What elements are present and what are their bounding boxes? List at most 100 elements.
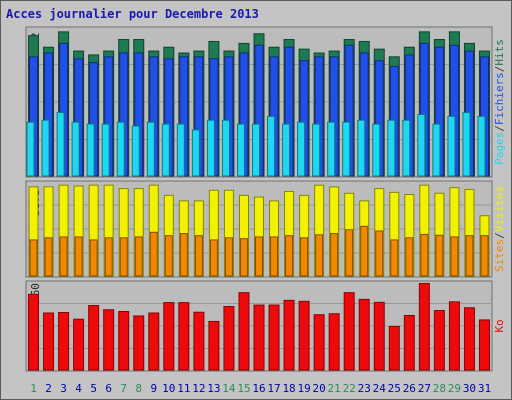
bar-sites-day-29	[450, 236, 459, 277]
bar-sites-day-14	[224, 237, 233, 277]
bar-ko-day-18	[283, 299, 295, 371]
x-tick-label: 27	[418, 382, 431, 395]
bar-sites-day-12	[194, 235, 203, 277]
bar-ko-day-5	[88, 305, 100, 371]
bar-sites-day-2	[44, 237, 53, 277]
bar-ko-day-25	[388, 325, 400, 371]
x-tick-label: 17	[267, 382, 280, 395]
panel-3: 310760Ko	[25, 280, 506, 372]
x-tick-label: 12	[192, 382, 205, 395]
bar-sites-day-10	[164, 235, 173, 277]
bar-pages-day-28	[432, 123, 441, 177]
bar-ko-day-24	[373, 301, 385, 371]
x-tick-label: 22	[343, 382, 356, 395]
chart-title: Acces journalier pour Decembre 2013	[6, 7, 259, 21]
bar-pages-day-7	[116, 121, 125, 177]
bar-sites-day-11	[179, 233, 188, 277]
bar-pages-day-6	[101, 123, 110, 177]
bar-sites-day-1	[29, 239, 38, 277]
bar-pages-day-20	[312, 123, 321, 177]
x-tick-label: 7	[120, 382, 127, 395]
x-tick-label: 3	[60, 382, 67, 395]
x-tick-label: 21	[328, 382, 341, 395]
bar-sites-day-25	[390, 239, 399, 277]
bar-sites-day-17	[270, 236, 279, 277]
x-tick-label: 11	[177, 382, 190, 395]
bar-ko-day-22	[343, 292, 355, 371]
legend-part: /	[493, 125, 506, 132]
bar-pages-day-19	[297, 121, 306, 177]
bar-ko-day-8	[133, 315, 145, 371]
bar-ko-day-1	[28, 293, 40, 371]
bar-ko-day-28	[433, 310, 445, 371]
bar-ko-day-27	[418, 282, 430, 371]
bar-sites-day-26	[405, 237, 414, 277]
series-legend-label: Pages/Fichiers/Hits	[493, 39, 506, 165]
bar-pages-day-14	[221, 119, 230, 177]
bar-sites-day-8	[134, 236, 143, 277]
x-tick-label: 6	[105, 382, 112, 395]
bar-pages-day-9	[146, 121, 155, 177]
bar-sites-day-18	[285, 235, 294, 277]
bar-ko-day-12	[193, 311, 205, 371]
bar-pages-day-3	[56, 112, 65, 177]
bar-sites-day-22	[345, 229, 354, 277]
bar-ko-day-3	[58, 311, 70, 371]
bar-ko-day-13	[208, 320, 220, 371]
bar-ko-day-7	[118, 310, 130, 371]
x-tick-label: 13	[207, 382, 220, 395]
bar-pages-day-16	[252, 123, 260, 177]
bar-sites-day-5	[89, 239, 98, 277]
bar-sites-day-30	[465, 235, 474, 277]
bar-sites-day-9	[149, 231, 158, 277]
x-tick-label: 29	[448, 382, 461, 395]
x-tick-label: 26	[403, 382, 416, 395]
bar-pages-day-21	[327, 121, 336, 177]
bar-pages-day-11	[176, 123, 185, 177]
bar-pages-day-24	[372, 123, 381, 177]
bar-sites-day-7	[119, 237, 128, 277]
bar-sites-day-19	[300, 237, 309, 277]
x-tick-label: 25	[388, 382, 401, 395]
x-tick-label: 18	[282, 382, 295, 395]
panel-1: 32002Pages/Fichiers/Hits	[25, 26, 506, 178]
bar-ko-day-17	[268, 304, 280, 371]
bar-pages-day-12	[191, 129, 200, 177]
bar-ko-day-10	[163, 302, 175, 371]
bar-sites-day-6	[104, 237, 113, 277]
bar-sites-day-27	[420, 233, 429, 277]
x-tick-label: 15	[237, 382, 250, 395]
bar-pages-day-2	[41, 119, 50, 177]
bar-sites-day-15	[239, 238, 248, 277]
legend-part: Sites	[493, 239, 506, 272]
bar-sites-day-20	[315, 234, 324, 277]
series-legend-label: Sites/Visites	[493, 186, 506, 272]
bar-ko-day-21	[328, 313, 340, 371]
bar-ko-day-16	[253, 304, 265, 371]
bar-pages-day-31	[477, 115, 486, 177]
bar-pages-day-1	[26, 121, 35, 177]
bar-pages-day-26	[402, 119, 411, 177]
x-tick-label: 19	[297, 382, 310, 395]
bar-ko-day-29	[448, 301, 460, 371]
x-tick-label: 16	[252, 382, 265, 395]
bar-sites-day-31	[480, 235, 489, 277]
legend-part: Ko	[493, 319, 506, 332]
bar-ko-day-4	[73, 318, 85, 371]
bar-ko-day-9	[148, 312, 160, 371]
bar-sites-day-16	[255, 236, 263, 277]
bar-pages-day-17	[267, 115, 276, 177]
x-tick-label: 8	[135, 382, 142, 395]
bar-pages-day-4	[71, 121, 80, 177]
bar-ko-day-6	[103, 309, 115, 371]
bar-sites-day-28	[435, 234, 444, 277]
bar-ko-day-11	[178, 302, 190, 371]
x-tick-label: 2	[45, 382, 52, 395]
day-labels: 1 2 3 4 5 6 7 8 9 10 11 12 13 14 15 16 17 18 19 20 21 22 23 24 2…	[30, 382, 491, 395]
legend-part: /	[493, 232, 506, 239]
x-tick-label: 5	[90, 382, 97, 395]
bar-sites-day-4	[74, 236, 83, 277]
bar-pages-day-13	[206, 119, 215, 177]
